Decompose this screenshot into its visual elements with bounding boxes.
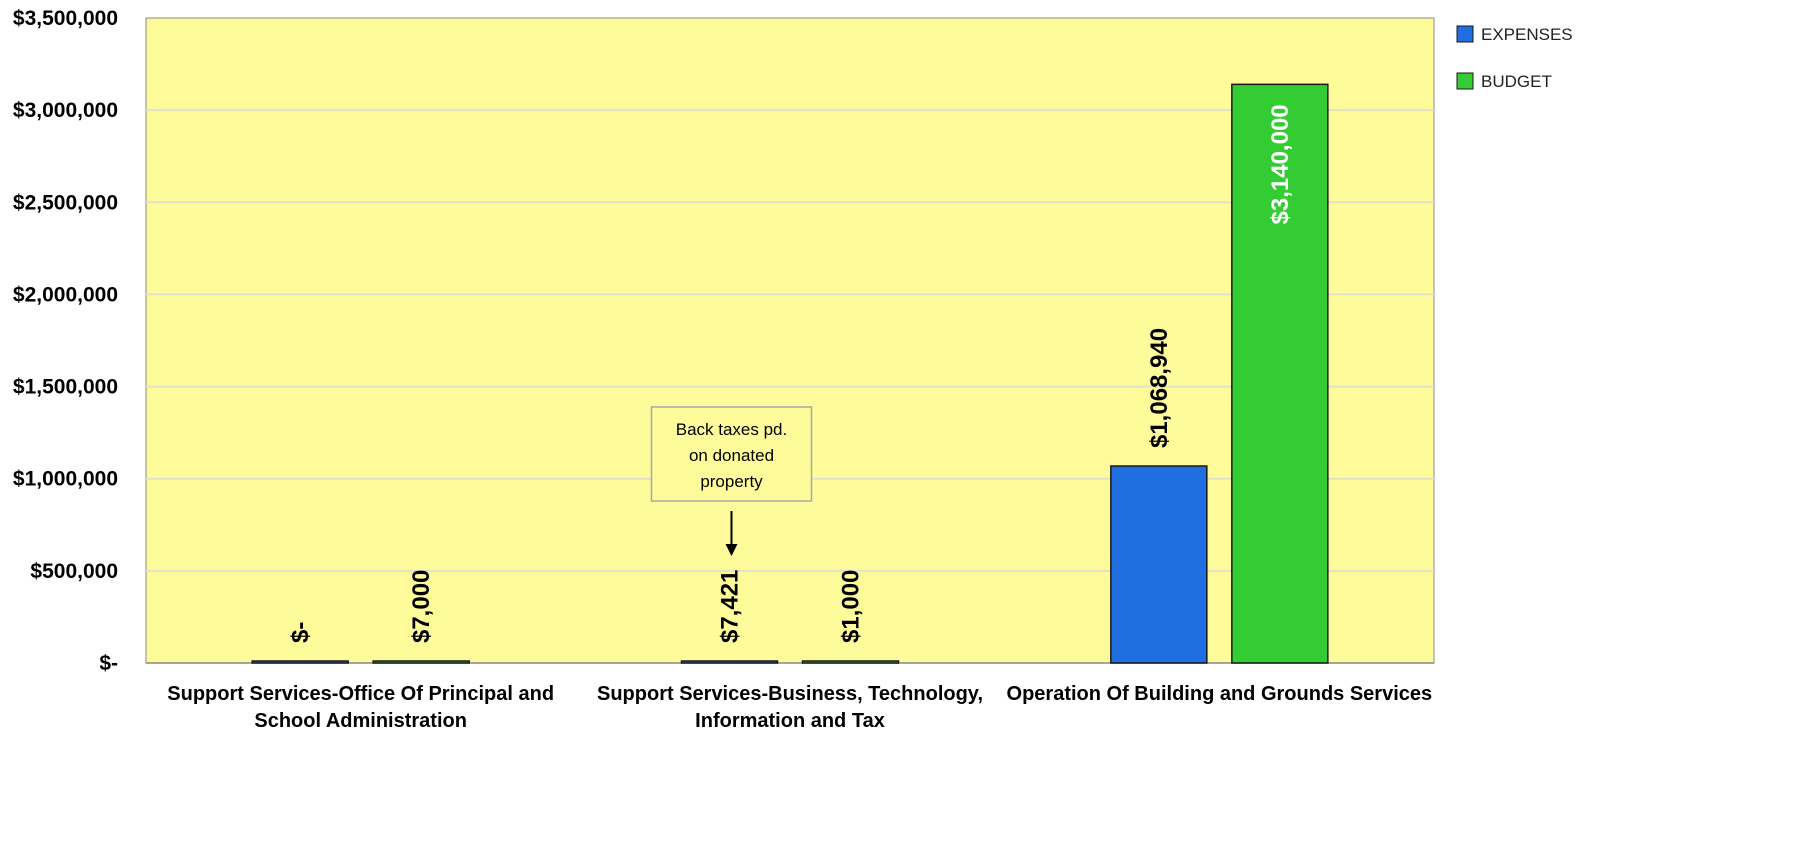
plot-area [145, 17, 1435, 664]
legend-label: BUDGET [1481, 72, 1552, 91]
bar-expenses-1 [680, 660, 779, 664]
data-label: $1,000 [838, 570, 865, 643]
bar-budget-1 [801, 660, 900, 664]
y-tick-label: $- [99, 652, 118, 675]
data-label: $- [287, 622, 314, 643]
annotation-text: property [700, 472, 763, 491]
x-tick-label: School Administration [254, 710, 467, 732]
y-tick-label: $2,000,000 [13, 283, 118, 306]
y-tick-label: $2,500,000 [13, 191, 118, 214]
y-tick-label: $3,500,000 [13, 7, 118, 30]
legend-swatch-expenses [1456, 25, 1474, 43]
bar-budget-0 [372, 660, 470, 664]
legend-label: EXPENSES [1481, 25, 1573, 44]
y-tick-label: $500,000 [30, 560, 118, 583]
x-tick-label: Information and Tax [695, 710, 885, 732]
annotation-text: on donated [689, 446, 774, 465]
data-label: $1,068,940 [1146, 328, 1173, 448]
y-tick-label: $1,000,000 [13, 468, 118, 491]
bar-budget-2 [1231, 83, 1329, 664]
annotation-arrow-head [725, 544, 738, 556]
x-tick-label: Operation Of Building and Grounds Servic… [1007, 683, 1433, 705]
x-tick-label: Support Services-Office Of Principal and [167, 683, 554, 705]
x-tick-label: Support Services-Business, Technology, [597, 683, 983, 705]
data-label: $7,421 [717, 570, 744, 643]
data-label: $3,140,000 [1267, 104, 1294, 224]
bar-expenses-2 [1110, 465, 1208, 664]
data-label: $7,000 [408, 570, 435, 643]
y-tick-label: $1,500,000 [13, 376, 118, 399]
legend-swatch-budget [1456, 72, 1474, 90]
annotation-box [650, 406, 813, 502]
bar-expenses-0 [251, 660, 349, 664]
annotation-text: Back taxes pd. [676, 420, 788, 439]
y-tick-label: $3,000,000 [13, 99, 118, 122]
